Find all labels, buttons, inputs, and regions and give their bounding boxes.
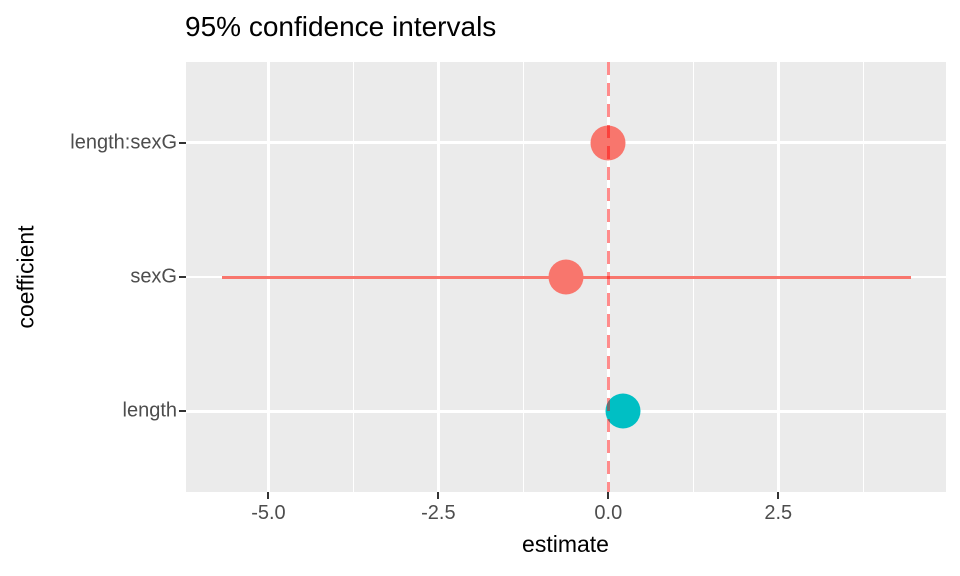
x-tick-label: -2.5	[421, 502, 456, 524]
y-gridline-major	[185, 410, 946, 413]
y-tick-label: length:sexG	[70, 131, 177, 154]
x-axis-title: estimate	[522, 531, 609, 557]
x-tick-label: -5.0	[251, 502, 286, 524]
y-tick-mark	[179, 410, 186, 413]
x-tick-mark	[267, 492, 270, 499]
y-tick-label: length	[122, 399, 178, 422]
y-tick-mark	[179, 141, 186, 144]
zero-reference-vline	[607, 62, 610, 492]
data-point-sexG	[548, 259, 584, 295]
y-tick-label: sexG	[130, 265, 177, 288]
y-axis-title: coefficient	[12, 225, 39, 329]
data-point-length	[605, 393, 641, 429]
data-point-length-sexG	[590, 125, 626, 161]
x-tick-mark	[777, 492, 780, 499]
plot-panel	[185, 62, 946, 492]
x-tick-label: 0.0	[594, 502, 623, 524]
y-tick-mark	[179, 276, 186, 278]
plot-title: 95% confidence intervals	[185, 11, 497, 42]
x-tick-mark	[607, 492, 610, 499]
y-gridline-major	[185, 141, 946, 144]
x-tick-label: 2.5	[764, 502, 793, 524]
x-tick-mark	[437, 492, 440, 499]
